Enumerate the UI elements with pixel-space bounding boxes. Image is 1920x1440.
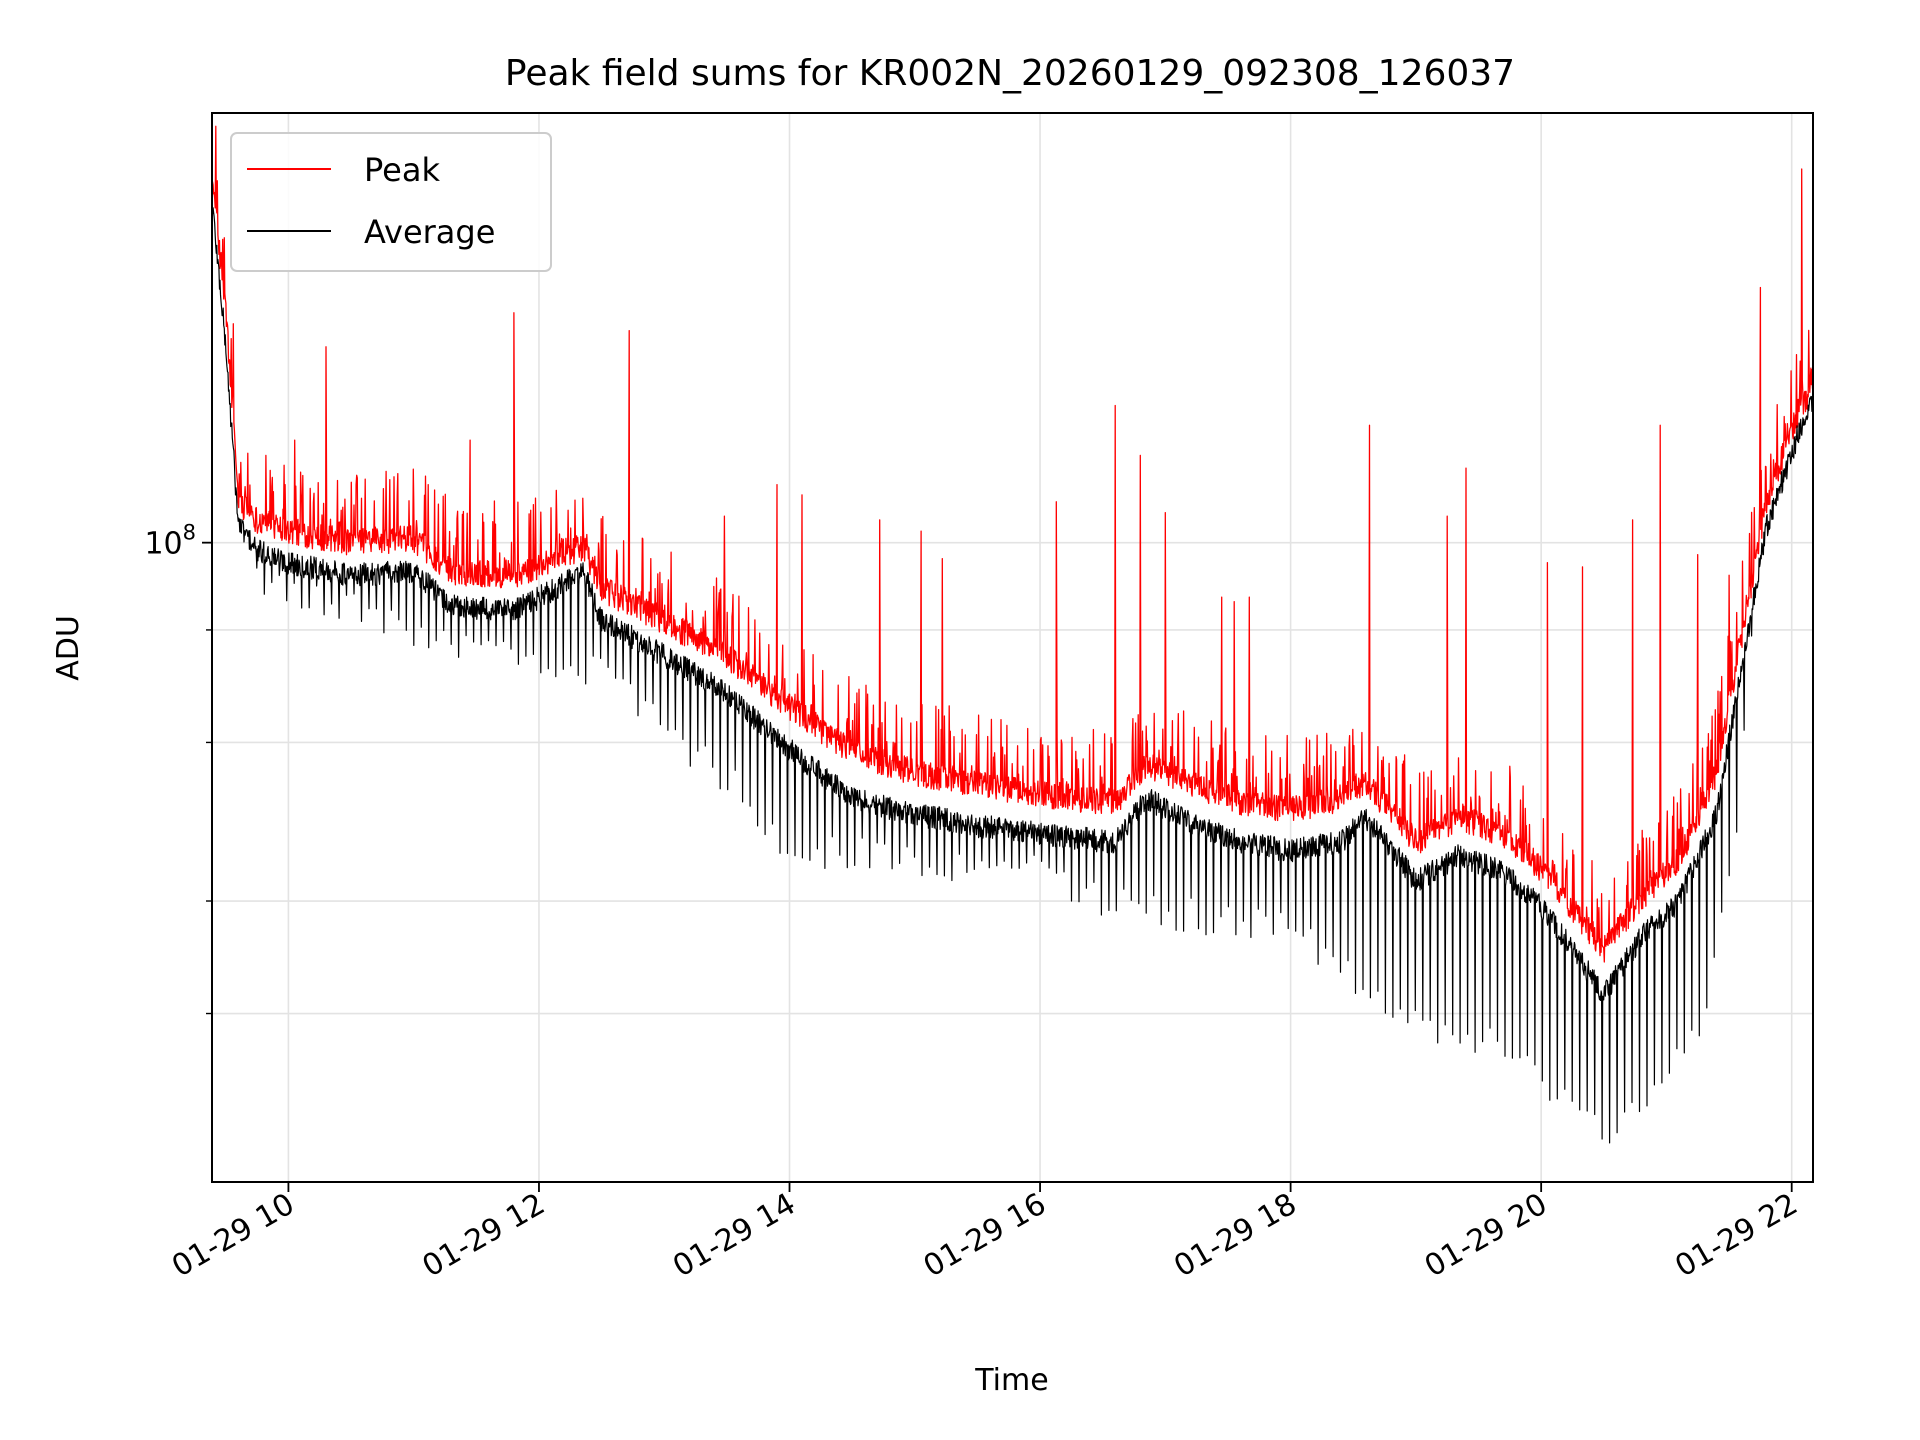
- series-line-average: [212, 199, 1813, 1144]
- legend-box: [230, 132, 552, 272]
- legend: Peak Average: [230, 132, 552, 272]
- legend-label-average: Average: [364, 213, 495, 251]
- y-axis-label: ADU: [51, 615, 86, 681]
- grid: [212, 113, 1813, 1182]
- y-axis: 108: [144, 521, 212, 1015]
- series-layer: [212, 125, 1813, 1144]
- y-tick-label: 108: [144, 521, 196, 562]
- legend-label-peak: Peak: [364, 151, 440, 189]
- chart-title: Peak field sums for KR002N_20260129_0923…: [505, 53, 1515, 94]
- x-axis-label: Time: [974, 1363, 1048, 1398]
- series-line-peak: [212, 125, 1813, 963]
- plot-frame: [211, 112, 1814, 1183]
